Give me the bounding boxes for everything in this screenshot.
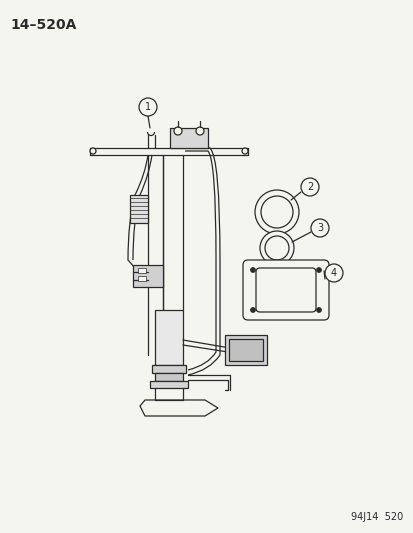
Bar	[133, 265, 163, 287]
Text: 94J14  520: 94J14 520	[350, 512, 402, 522]
Bar	[170, 128, 207, 148]
FancyBboxPatch shape	[255, 268, 315, 312]
Text: 3: 3	[316, 223, 322, 233]
Circle shape	[316, 268, 321, 272]
Circle shape	[300, 178, 318, 196]
Circle shape	[250, 268, 255, 272]
Bar	[138, 276, 146, 281]
Bar	[130, 195, 147, 223]
Circle shape	[173, 127, 182, 135]
Circle shape	[324, 264, 342, 282]
Circle shape	[259, 231, 293, 265]
Bar	[150, 381, 188, 388]
Text: 14–520A: 14–520A	[10, 18, 76, 32]
Circle shape	[139, 98, 157, 116]
Text: 2: 2	[306, 182, 312, 192]
Circle shape	[310, 219, 328, 237]
Circle shape	[242, 148, 247, 154]
Circle shape	[254, 190, 298, 234]
Bar	[154, 310, 183, 365]
Circle shape	[195, 127, 204, 135]
Bar	[154, 373, 183, 381]
Polygon shape	[140, 400, 218, 416]
Circle shape	[90, 148, 96, 154]
Bar	[228, 339, 262, 361]
Bar	[152, 365, 185, 373]
Circle shape	[316, 308, 321, 312]
Circle shape	[260, 196, 292, 228]
Text: 1: 1	[145, 102, 151, 112]
Text: 4: 4	[330, 268, 336, 278]
Circle shape	[264, 236, 288, 260]
Bar	[138, 268, 146, 273]
FancyBboxPatch shape	[242, 260, 328, 320]
Circle shape	[250, 308, 255, 312]
Bar	[224, 335, 266, 365]
